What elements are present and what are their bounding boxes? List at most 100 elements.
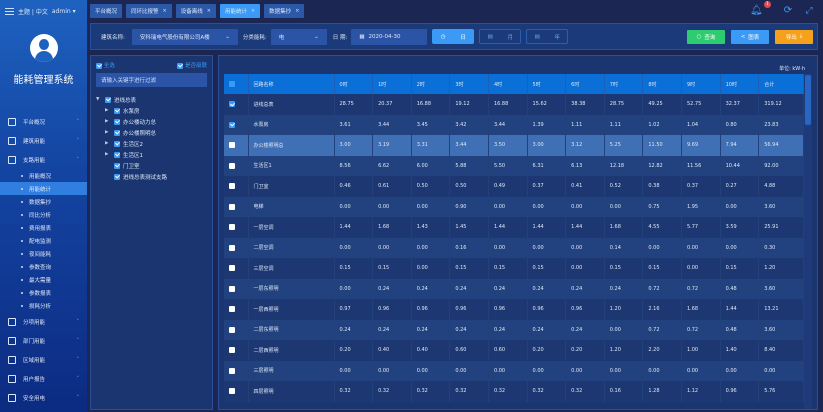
checkbox-icon[interactable] bbox=[229, 265, 235, 271]
caret-right-icon[interactable]: ▶ bbox=[105, 119, 109, 124]
table-row[interactable]: 办公楼照明总 3.00 3.19 3.31 3.44 3.50 3.00 3.12 5.25 11… bbox=[224, 135, 804, 156]
column-header[interactable]: 5时 bbox=[527, 74, 567, 94]
checkbox-icon[interactable] bbox=[229, 101, 235, 107]
column-header[interactable]: 3时 bbox=[449, 74, 489, 94]
table-row[interactable]: 一层西照明 0.97 0.96 0.96 0.96 0.96 0.96 0.96 1.20 2.1… bbox=[224, 299, 804, 320]
tree-node[interactable]: ▶ 生活区2 bbox=[96, 138, 207, 149]
tree-node[interactable]: 门卫室 bbox=[96, 160, 207, 171]
table-row[interactable]: 一层空调 1.44 1.68 1.43 1.45 1.44 1.44 1.44 1.68 4.55… bbox=[224, 217, 804, 238]
column-header[interactable]: 9时 bbox=[681, 74, 721, 94]
table-row[interactable]: 四层照明 0.32 0.32 0.32 0.32 0.32 0.32 0.32 0.16 1.28… bbox=[224, 381, 804, 402]
checkbox-icon[interactable] bbox=[229, 306, 235, 312]
column-header[interactable]: 合计 bbox=[758, 74, 804, 94]
checkbox-icon[interactable] bbox=[114, 162, 120, 169]
checkbox-icon[interactable] bbox=[114, 129, 120, 136]
energy-select[interactable]: 电 ⌄ bbox=[270, 28, 327, 45]
chart-button[interactable]: < 图表 bbox=[731, 29, 769, 44]
table-row[interactable]: 二层西照明 0.20 0.40 0.40 0.60 0.60 0.20 0.20 1.20 2.2… bbox=[224, 340, 804, 361]
close-icon[interactable]: × bbox=[250, 8, 256, 14]
row-checkbox-cell[interactable] bbox=[224, 258, 249, 279]
checkbox-icon[interactable] bbox=[229, 347, 235, 353]
table-row[interactable]: 二层东照明 0.24 0.24 0.24 0.24 0.24 0.24 0.24 0.00 0.7… bbox=[224, 319, 804, 340]
table-row[interactable]: 进线总表 28.75 20.37 16.88 19.12 16.88 15.62 38.38 2… bbox=[224, 94, 804, 115]
tree-node[interactable]: ▶ 办公楼动力总 bbox=[96, 116, 207, 127]
day-toggle[interactable]: ◷ 日 bbox=[432, 29, 475, 44]
row-checkbox-cell[interactable] bbox=[224, 340, 249, 361]
tab[interactable]: 数据集抄 × bbox=[264, 4, 305, 18]
sidebar-subitem[interactable]: 夜间能耗 bbox=[0, 247, 87, 260]
row-checkbox-cell[interactable] bbox=[224, 94, 249, 115]
tree-node[interactable]: ▶ 生活区1 bbox=[96, 149, 207, 160]
sidebar-item[interactable]: 区域用能 ˅ bbox=[0, 350, 87, 369]
column-header[interactable]: 6时 bbox=[565, 74, 605, 94]
header-checkbox[interactable] bbox=[224, 74, 249, 94]
sidebar-subitem[interactable]: 损耗分析 bbox=[0, 299, 87, 312]
caret-right-icon[interactable]: ▶ bbox=[105, 152, 109, 157]
sidebar-item[interactable]: 用户报告 ˅ bbox=[0, 369, 87, 388]
caret-right-icon[interactable]: ▶ bbox=[105, 108, 109, 113]
caret-down-icon[interactable]: ▼ bbox=[96, 97, 100, 102]
column-header[interactable]: 1时 bbox=[372, 74, 412, 94]
column-header[interactable]: 0时 bbox=[334, 74, 374, 94]
column-header[interactable]: 10时 bbox=[720, 74, 760, 94]
sidebar-item[interactable]: 部门用能 ˅ bbox=[0, 331, 87, 350]
tab[interactable]: 设备离线 × bbox=[175, 4, 216, 18]
checkbox-icon[interactable] bbox=[229, 367, 235, 374]
scrollbar-thumb[interactable] bbox=[805, 75, 811, 125]
month-toggle[interactable]: ▤ 月 bbox=[479, 29, 522, 44]
checkbox-icon[interactable] bbox=[114, 140, 120, 147]
column-header[interactable]: 8时 bbox=[642, 74, 682, 94]
sidebar-item[interactable]: 安全用电 ˅ bbox=[0, 388, 87, 407]
query-button[interactable]: ○ 查询 bbox=[687, 29, 725, 44]
checkbox-icon[interactable] bbox=[114, 173, 120, 180]
table-row[interactable]: 一层东照明 0.00 0.24 0.24 0.24 0.24 0.24 0.24 0.24 0.7… bbox=[224, 278, 804, 299]
column-header[interactable]: 4时 bbox=[488, 74, 528, 94]
row-checkbox-cell[interactable] bbox=[224, 135, 249, 156]
sidebar-item[interactable]: 平台概况 ˅ bbox=[0, 112, 87, 131]
close-icon[interactable]: × bbox=[162, 8, 167, 14]
checkbox-icon[interactable] bbox=[229, 183, 235, 189]
checkbox-icon[interactable] bbox=[229, 121, 235, 128]
year-toggle[interactable]: ▤ 年 bbox=[526, 29, 569, 44]
checkbox-icon[interactable] bbox=[229, 244, 235, 251]
checkbox-icon[interactable] bbox=[177, 62, 184, 69]
sidebar-subitem[interactable]: 用能统计 bbox=[0, 182, 87, 195]
export-button[interactable]: 导出 ⤓ bbox=[775, 29, 813, 44]
checkbox-icon[interactable] bbox=[229, 80, 235, 87]
tab[interactable]: 平台概况 bbox=[90, 4, 123, 18]
column-header[interactable]: 回路名称 bbox=[248, 74, 335, 94]
checkbox-icon[interactable] bbox=[229, 203, 235, 210]
row-checkbox-cell[interactable] bbox=[224, 319, 249, 340]
caret-right-icon[interactable]: ▶ bbox=[105, 141, 109, 146]
tree-filter-input[interactable]: 请输入关键字进行过滤 bbox=[96, 73, 207, 87]
row-checkbox-cell[interactable] bbox=[224, 114, 249, 135]
row-checkbox-cell[interactable] bbox=[224, 237, 249, 258]
tree-node[interactable]: ▶ 水泵房 bbox=[96, 105, 207, 116]
sidebar-subitem[interactable]: 参数报表 bbox=[0, 286, 87, 299]
checkbox-icon[interactable] bbox=[229, 142, 235, 148]
checkbox-icon[interactable] bbox=[114, 118, 120, 125]
row-checkbox-cell[interactable] bbox=[224, 360, 249, 381]
checkbox-icon[interactable] bbox=[229, 326, 235, 333]
close-icon[interactable]: × bbox=[206, 8, 211, 14]
username[interactable]: admin bbox=[51, 7, 71, 15]
table-row[interactable]: 电梯 0.00 0.00 0.00 0.90 0.00 0.00 0.00 0.00 0.75 1.… bbox=[224, 196, 804, 217]
date-input[interactable]: ▦ 2020-04-30 bbox=[351, 28, 428, 45]
sidebar-item[interactable]: 建筑用能 ˅ bbox=[0, 131, 87, 150]
row-checkbox-cell[interactable] bbox=[224, 196, 249, 217]
checkbox-icon[interactable] bbox=[229, 285, 235, 292]
theme-link[interactable]: 主题 | 中文 bbox=[18, 8, 48, 16]
table-row[interactable]: 生活区1 8.56 6.62 6.00 5.88 5.50 6.31 6.13 12.18 12.… bbox=[224, 155, 804, 176]
checkbox-icon[interactable] bbox=[96, 62, 102, 69]
row-checkbox-cell[interactable] bbox=[224, 299, 249, 320]
sidebar-subitem[interactable]: 同比分析 bbox=[0, 208, 87, 221]
checkbox-icon[interactable] bbox=[229, 162, 235, 169]
tab[interactable]: 用能统计 × bbox=[219, 4, 261, 18]
table-row[interactable]: 水泵房 3.61 3.44 3.45 3.42 3.44 1.39 1.11 1.11 1.02 1… bbox=[224, 114, 804, 135]
row-checkbox-cell[interactable] bbox=[224, 155, 249, 176]
table-row[interactable]: 门卫室 0.46 0.61 0.50 0.50 0.49 0.37 0.41 0.52 0.38 0… bbox=[224, 176, 804, 197]
user-menu[interactable]: admin ▾ bbox=[51, 7, 76, 15]
sidebar-subitem[interactable]: 数据集抄 bbox=[0, 195, 87, 208]
row-checkbox-cell[interactable] bbox=[224, 217, 249, 238]
tree-node[interactable]: 进线总表测试支路 bbox=[96, 171, 207, 182]
